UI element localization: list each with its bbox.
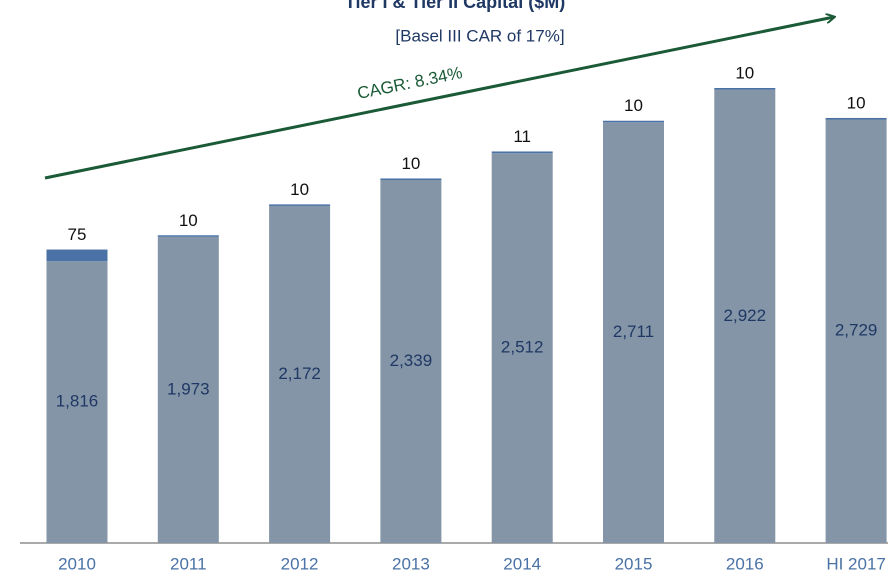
- bar-segment: [491, 151, 553, 154]
- value-label: 2,729: [835, 321, 878, 340]
- bar-segment: [603, 120, 664, 123]
- bar-segment: [157, 235, 219, 237]
- bar-segment: [825, 117, 887, 120]
- x-tick-label: 2012: [281, 554, 319, 573]
- x-tick-label: 2015: [615, 554, 653, 573]
- x-tick-label: 2013: [392, 554, 430, 573]
- bar-segment: [380, 180, 442, 543]
- x-tick-label: 2014: [503, 554, 541, 573]
- bar-segment: [380, 178, 442, 181]
- value-label: 1,973: [167, 379, 210, 398]
- value-label: 2,922: [724, 306, 767, 325]
- chart-title: Tier I & Tier II Capital ($M): [345, 0, 565, 12]
- value-label: 75: [68, 225, 87, 244]
- bar-segment: [269, 204, 331, 206]
- x-tick-label: 2016: [726, 554, 764, 573]
- x-tick-label: 2011: [170, 554, 207, 573]
- bar-segment: [157, 236, 219, 543]
- bar-segment: [46, 261, 108, 543]
- bar-segment: [491, 153, 553, 543]
- bar-segment: [825, 119, 887, 544]
- value-label: 2,339: [390, 351, 433, 370]
- value-label: 1,816: [56, 392, 99, 411]
- value-label: 10: [735, 63, 754, 82]
- chart-subtitle: [Basel III CAR of 17%]: [395, 26, 564, 45]
- x-tick-label: 2010: [58, 554, 96, 573]
- bar-segment: [269, 205, 331, 543]
- value-label: 10: [624, 96, 643, 115]
- value-label: 2,711: [613, 322, 654, 341]
- bar-segment: [714, 88, 776, 90]
- value-label: 10: [290, 180, 309, 199]
- bar-segment: [714, 89, 776, 543]
- value-label: 2,172: [278, 364, 321, 383]
- bar-segment: [46, 249, 108, 262]
- value-label: 10: [401, 154, 420, 173]
- bar-segment: [603, 122, 664, 543]
- value-label: 10: [847, 93, 866, 112]
- trend-arrow: [44, 17, 834, 180]
- value-label: 2,512: [501, 338, 544, 357]
- x-tick-label: HI 2017: [826, 554, 886, 573]
- value-label: 11: [513, 127, 531, 146]
- value-label: 10: [179, 211, 198, 230]
